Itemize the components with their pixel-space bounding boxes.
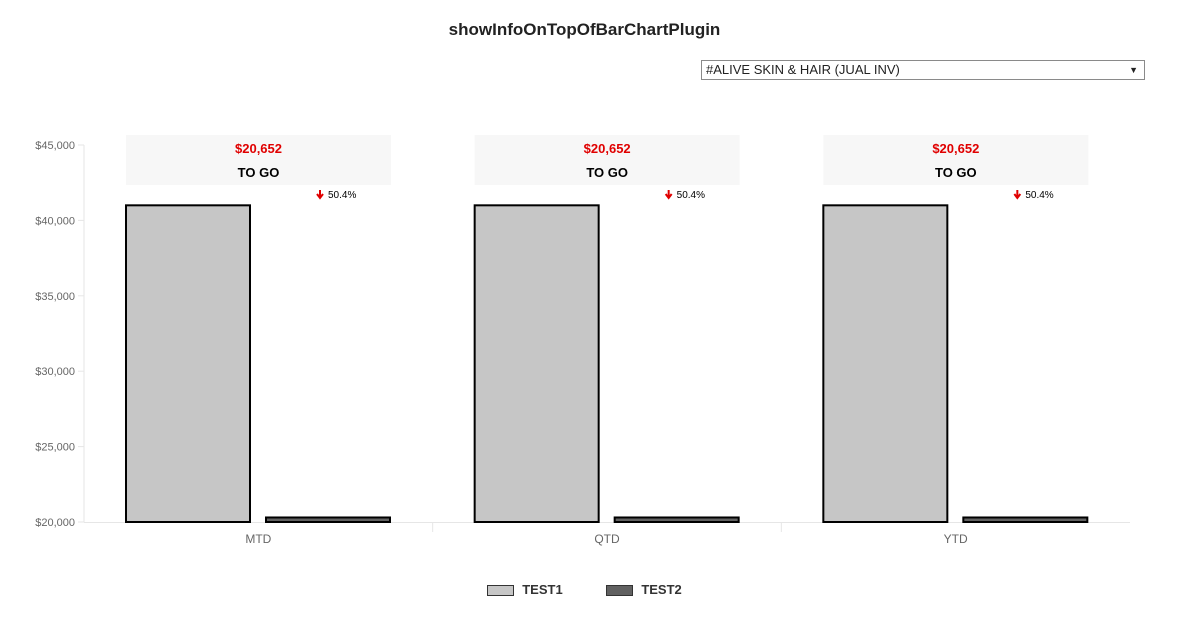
info-box <box>126 135 391 185</box>
bar-test2-mtd <box>265 516 391 524</box>
x-tick-label: MTD <box>245 532 271 546</box>
bar-test1-ytd <box>822 204 949 523</box>
page-title: showInfoOnTopOfBarChartPlugin <box>448 20 721 39</box>
info-box <box>474 135 740 185</box>
legend-label-test1: TEST1 <box>522 582 563 598</box>
store-select-value: #ALIVE SKIN & HAIR (JUAL INV) <box>706 62 900 77</box>
legend-item-test1[interactable]: TEST1 <box>487 582 563 598</box>
triangle-down-icon: ▼ <box>1129 65 1138 75</box>
y-tick-label: $35,000 <box>35 291 75 303</box>
bar-test1-mtd <box>125 204 251 523</box>
x-tick-label: QTD <box>594 532 620 546</box>
info-box <box>823 135 1089 185</box>
bar-test1-qtd <box>473 204 600 523</box>
legend-swatch-test1 <box>487 585 515 597</box>
info-label: TO GO <box>586 165 628 180</box>
info-change: 50.4% <box>677 190 705 201</box>
x-tick-label: YTD <box>944 532 968 546</box>
info-amount: $20,652 <box>235 141 282 156</box>
legend-item-test2[interactable]: TEST2 <box>606 582 682 598</box>
bar-chart: $20,000 $25,000 $30,000 $35,000 $40,000 $45,0… <box>35 135 1130 546</box>
arrow-down-icon <box>1013 190 1022 200</box>
y-tick-label: $40,000 <box>35 215 75 227</box>
y-tick-label: $30,000 <box>35 366 75 378</box>
y-tick-label: $25,000 <box>35 442 75 454</box>
y-tick-label: $45,000 <box>35 140 75 152</box>
info-amount: $20,652 <box>584 141 631 156</box>
bar-test2-qtd <box>613 516 740 524</box>
legend-label-test2: TEST2 <box>641 582 682 598</box>
legend-swatch-test2 <box>606 585 634 597</box>
info-change: 50.4% <box>328 190 356 201</box>
info-change: 50.4% <box>1025 190 1053 201</box>
chart-legend: TEST1 TEST2 <box>0 581 1169 597</box>
y-tick-label: $20,000 <box>35 517 75 529</box>
arrow-down-icon <box>316 190 324 200</box>
info-amount: $20,652 <box>932 141 979 156</box>
info-label: TO GO <box>238 165 280 180</box>
arrow-down-icon <box>664 190 673 200</box>
info-label: TO GO <box>935 165 977 180</box>
store-select[interactable]: #ALIVE SKIN & HAIR (JUAL INV) ▼ <box>701 60 1145 80</box>
bar-test2-ytd <box>962 516 1089 524</box>
